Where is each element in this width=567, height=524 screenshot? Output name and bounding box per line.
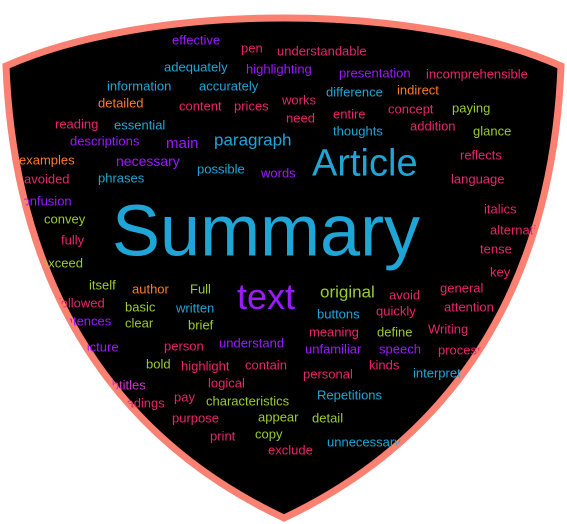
cloud-word: attention	[444, 299, 494, 314]
cloud-word: necessary	[116, 153, 180, 169]
cloud-word: concept	[388, 101, 434, 116]
cloud-word: text	[237, 276, 295, 317]
cloud-word: bold	[146, 356, 171, 371]
cloud-word: avoided	[24, 171, 70, 186]
cloud-word: paying	[452, 100, 490, 115]
cloud-word: entire	[333, 106, 366, 121]
cloud-word: quickly	[376, 303, 416, 318]
cloud-word: pay	[174, 389, 195, 404]
cloud-word: works	[281, 92, 316, 107]
cloud-word: Writing	[428, 321, 468, 336]
cloud-word: confusion	[16, 193, 72, 208]
cloud-word: understandable	[277, 43, 367, 58]
cloud-word: glance	[473, 123, 511, 138]
cloud-word: detailed	[98, 95, 144, 110]
cloud-word: written	[175, 300, 214, 315]
cloud-word: incomprehensible	[426, 66, 528, 81]
cloud-word: highlight	[181, 358, 230, 373]
cloud-word: brief	[188, 317, 214, 332]
cloud-word: alternative	[490, 222, 550, 237]
cloud-word: information	[107, 78, 171, 93]
cloud-word: speech	[379, 341, 421, 356]
cloud-word: unnecessary	[327, 434, 401, 449]
cloud-word: appear	[258, 409, 299, 424]
cloud-word: structure	[68, 339, 119, 354]
cloud-word: phrases	[98, 170, 145, 185]
cloud-word: sentences	[52, 313, 112, 328]
cloud-word: unfamiliar	[305, 341, 362, 356]
cloud-word: clear	[125, 315, 154, 330]
cloud-word: thoughts	[333, 123, 383, 138]
cloud-word: essential	[114, 117, 165, 132]
cloud-word: process	[438, 342, 484, 357]
cloud-word: content	[179, 98, 222, 113]
cloud-word: author	[132, 281, 170, 296]
cloud-word: avoid	[389, 287, 420, 302]
cloud-word: Article	[312, 142, 418, 184]
cloud-word: general	[440, 280, 483, 295]
cloud-word: highlighting	[246, 61, 312, 76]
cloud-word: contain	[245, 357, 287, 372]
cloud-word: accurately	[199, 78, 259, 93]
cloud-word: pen	[241, 40, 263, 55]
cloud-word: language	[451, 171, 505, 186]
cloud-word: descriptions	[70, 133, 140, 148]
cloud-word: prices	[234, 98, 269, 113]
cloud-word: characteristics	[206, 393, 290, 408]
cloud-word: exclude	[268, 442, 313, 457]
cloud-word: reflects	[460, 147, 502, 162]
cloud-word: difference	[326, 84, 383, 99]
cloud-word: Full	[190, 281, 211, 296]
cloud-word: copy	[255, 426, 283, 441]
cloud-word: need	[286, 110, 315, 125]
cloud-word: italics	[484, 201, 517, 216]
cloud-word: person	[164, 338, 204, 353]
cloud-word: effective	[172, 32, 220, 47]
cloud-word: presentation	[339, 65, 411, 80]
cloud-word: Repetitions	[317, 387, 383, 402]
cloud-word: convey	[44, 211, 86, 226]
cloud-word: buttons	[317, 306, 360, 321]
cloud-word: understand	[219, 335, 284, 350]
cloud-word: detail	[312, 410, 343, 425]
cloud-word: paragraph	[214, 131, 292, 150]
shield-background	[2, 14, 565, 522]
cloud-word: personal	[303, 366, 353, 381]
cloud-word: print	[210, 428, 236, 443]
cloud-word: logical	[208, 375, 245, 390]
cloud-word: basic	[125, 299, 156, 314]
cloud-word: original	[320, 283, 375, 302]
cloud-word: Summary	[112, 192, 420, 272]
cloud-word: main	[166, 135, 199, 152]
cloud-word: kinds	[369, 357, 400, 372]
cloud-word: interpret	[413, 365, 461, 380]
cloud-word: meaning	[309, 324, 359, 339]
cloud-word: followed	[57, 295, 105, 310]
cloud-word: examples	[19, 152, 75, 167]
cloud-word: addition	[410, 118, 456, 133]
cloud-word: words	[260, 165, 296, 180]
cloud-word: key	[490, 264, 511, 279]
cloud-word: purpose	[172, 410, 219, 425]
cloud-word: exceed	[41, 255, 83, 270]
cloud-word: reading	[55, 116, 98, 131]
cloud-word: fully	[61, 232, 85, 247]
cloud-word: adequately	[164, 59, 228, 74]
cloud-word: itself	[89, 277, 116, 292]
cloud-word: possible	[197, 161, 245, 176]
cloud-word: define	[377, 324, 412, 339]
cloud-word: indirect	[397, 82, 439, 97]
cloud-word: tense	[480, 241, 512, 256]
